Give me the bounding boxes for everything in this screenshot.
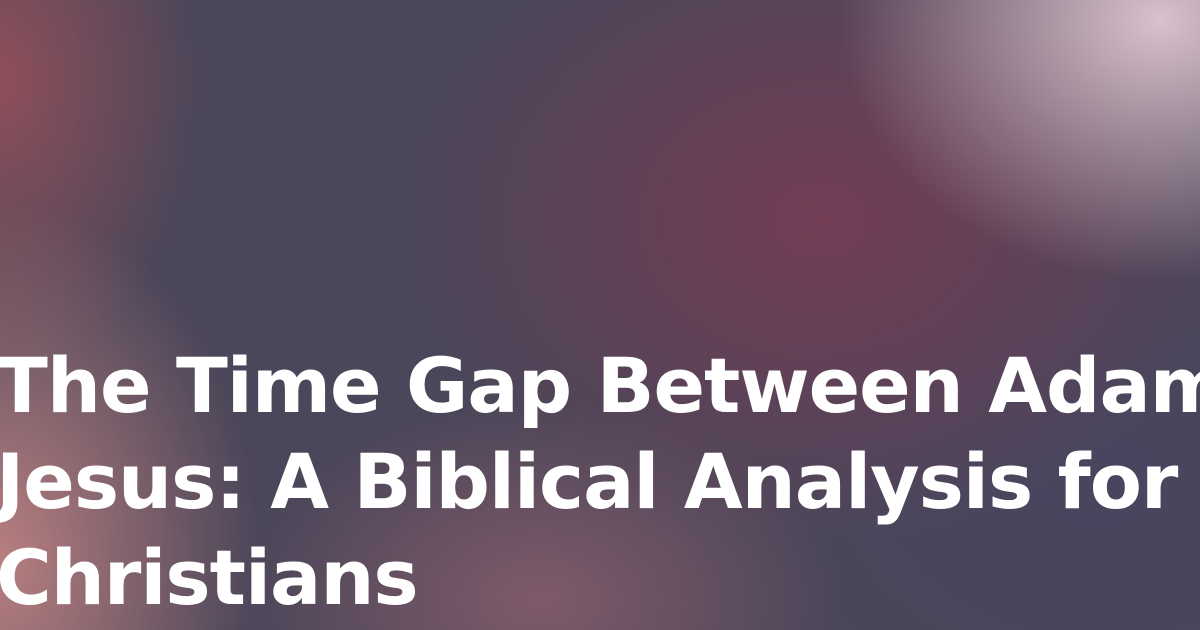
title-line: Christians xyxy=(0,533,419,622)
title-line: The Time Gap Between Adam and xyxy=(0,341,1200,430)
title: The Time Gap Between Adam and Jesus: A B… xyxy=(0,338,1200,626)
title-line: Jesus: A Biblical Analysis for xyxy=(0,437,1178,526)
